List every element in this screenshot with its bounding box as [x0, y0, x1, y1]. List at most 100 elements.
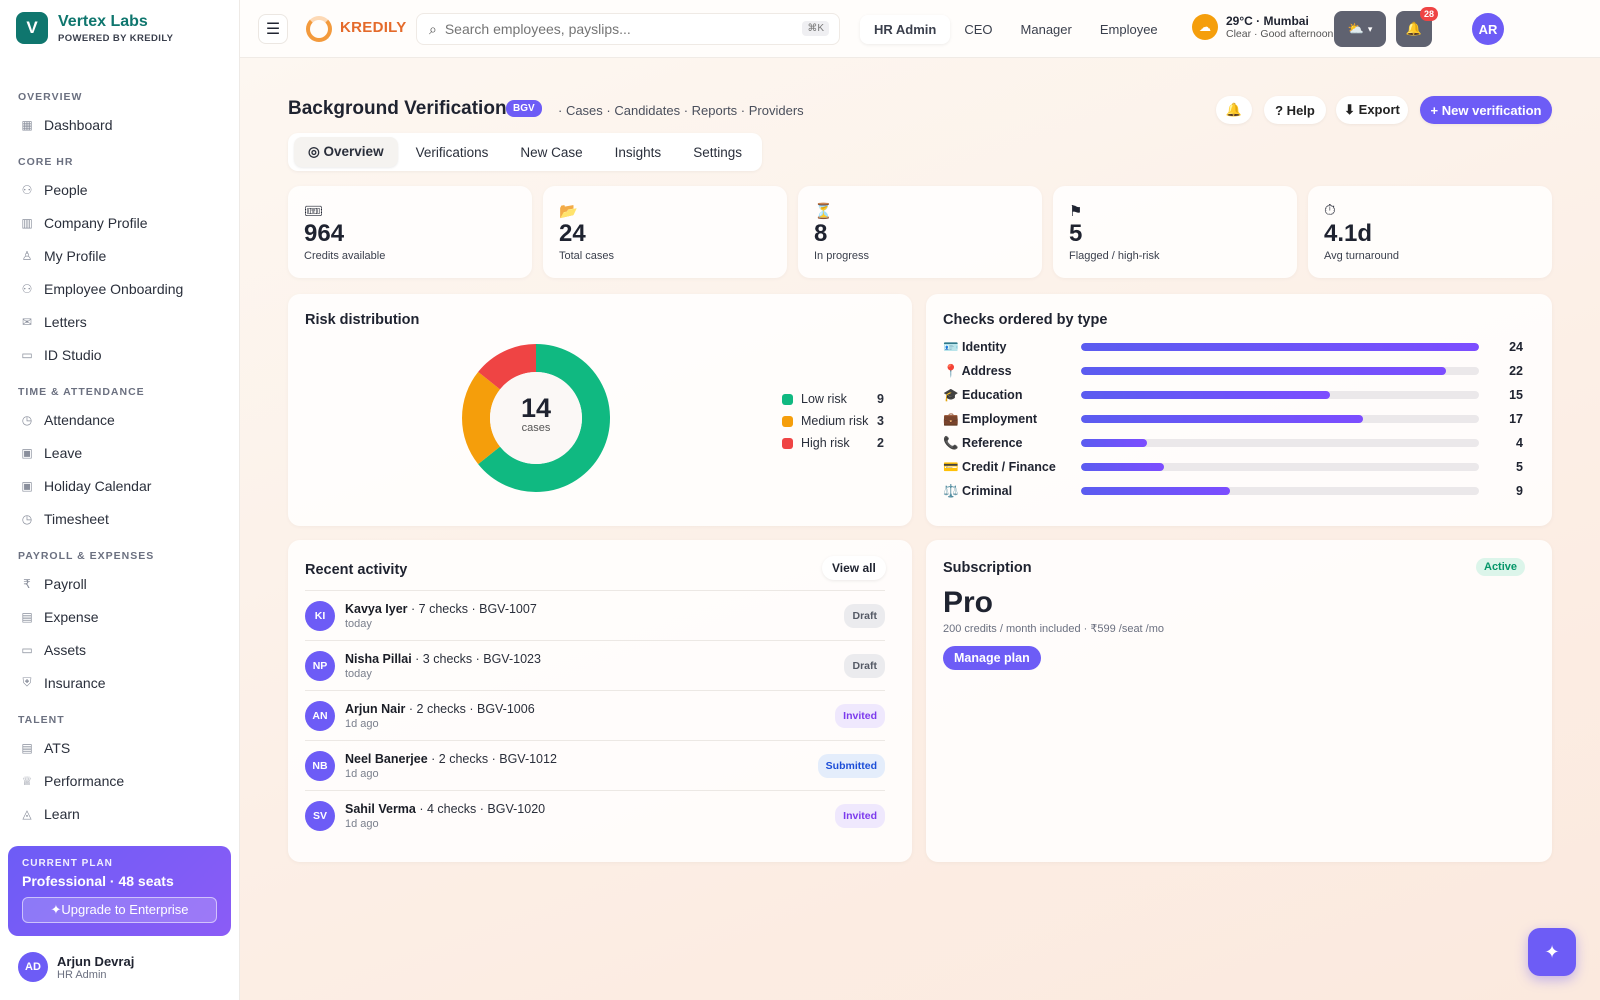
user-profile[interactable]: AD Arjun Devraj HR Admin: [18, 952, 134, 982]
stat-value: 5: [1069, 220, 1083, 247]
sidebar-item-dashboard[interactable]: ▦ Dashboard: [0, 108, 240, 141]
role-hr-admin[interactable]: HR Admin: [860, 14, 951, 44]
check-row: 💳 Credit / Finance 5: [943, 458, 1523, 476]
status-badge: Active: [1476, 558, 1526, 576]
legend-item: Medium risk 3: [782, 410, 884, 432]
current-plan-card: CURRENT PLAN Professional · 48 seats ✦Up…: [8, 846, 231, 936]
legend-label: Medium risk: [801, 414, 869, 428]
check-label: 💳 Credit / Finance: [943, 459, 1056, 474]
help-button[interactable]: ? Help: [1264, 96, 1326, 124]
risk-legend: Low risk 9 Medium risk 3 High risk 2: [782, 388, 884, 454]
menu-icon[interactable]: ☰: [258, 14, 288, 44]
candidate-name: Kavya Iyer: [345, 601, 408, 616]
legend-swatch: [782, 415, 793, 427]
clock-icon: ◷: [21, 412, 33, 427]
sidebar-item-employee-onboarding[interactable]: ⚇ Employee Onboarding: [0, 272, 240, 305]
check-bar-fill: [1080, 391, 1330, 399]
activity-row[interactable]: SV Sahil Verma · 4 checks · BGV-1020 1d ag…: [305, 790, 885, 840]
legend-item: High risk 2: [782, 432, 884, 454]
search-bar[interactable]: ⌕ ⌘K: [416, 13, 840, 45]
card-title: Risk distribution: [305, 312, 420, 328]
sidebar-item-label: Insurance: [44, 674, 106, 691]
activity-row[interactable]: NB Neel Banerjee · 2 checks · BGV-1012 1d …: [305, 740, 885, 790]
check-count: 24: [1509, 340, 1523, 354]
activity-row[interactable]: NP Nisha Pillai · 3 checks · BGV-1023 toda…: [305, 640, 885, 690]
sidebar-item-people[interactable]: ⚇ People: [0, 173, 240, 206]
activity-row[interactable]: AN Arjun Nair · 2 checks · BGV-1006 1d ago…: [305, 690, 885, 740]
legend-item: Low risk 9: [782, 388, 884, 410]
check-bar-track: [1080, 487, 1480, 495]
activity-time: today: [345, 617, 372, 630]
status-badge: Draft: [844, 603, 885, 628]
sidebar-item-id-studio[interactable]: ▭ ID Studio: [0, 338, 240, 371]
sidebar-item-performance[interactable]: ♕ Performance: [0, 764, 240, 797]
sidebar-item-ats[interactable]: ▤ ATS: [0, 731, 240, 764]
tab-2[interactable]: New Case: [520, 144, 583, 160]
role-employee[interactable]: Employee: [1099, 21, 1158, 37]
brand[interactable]: V Vertex Labs POWERED BY KREDILY: [16, 12, 173, 44]
export-button[interactable]: ⬇ Export: [1336, 96, 1408, 124]
tab-4[interactable]: Settings: [693, 144, 742, 160]
nav-section-title: PAYROLL & EXPENSES: [18, 550, 155, 562]
sidebar-item-label: People: [44, 181, 88, 198]
notifications-button[interactable]: 🔔 28: [1396, 7, 1438, 47]
donut-hole: [490, 372, 582, 464]
sidebar-item-payroll[interactable]: ₹ Payroll: [0, 567, 240, 600]
search-input[interactable]: [444, 21, 785, 37]
sidebar-item-label: Learn: [44, 805, 80, 822]
sidebar-item-my-profile[interactable]: ♙ My Profile: [0, 239, 240, 272]
assistant-sparkle-button[interactable]: ✦: [1528, 928, 1576, 976]
activity-text: Neel Banerjee · 2 checks · BGV-1012 1d ag…: [345, 752, 557, 780]
check-bar-fill: [1080, 439, 1147, 447]
sidebar-item-insurance[interactable]: ⛨ Insurance: [0, 666, 240, 699]
sidebar-item-assets[interactable]: ▭ Assets: [0, 633, 240, 666]
legend-value: 9: [877, 392, 884, 406]
sidebar-item-expense[interactable]: ▤ Expense: [0, 600, 240, 633]
tab-0[interactable]: ◎ Overview: [294, 137, 398, 167]
sun-cloud-icon: ⛅: [1347, 21, 1364, 36]
bell-button[interactable]: 🔔: [1216, 96, 1252, 124]
sidebar-item-label: Employee Onboarding: [44, 280, 184, 297]
stat-card: ⚑ 5 Flagged / high-risk: [1053, 186, 1297, 278]
role-manager[interactable]: Manager: [1020, 21, 1072, 37]
nav-section-title: TIME & ATTENDANCE: [18, 386, 145, 398]
stat-value: 24: [559, 220, 586, 247]
stat-label: Avg turnaround: [1324, 250, 1400, 262]
stat-label: Flagged / high-risk: [1069, 250, 1160, 262]
nav-section-title: OVERVIEW: [18, 91, 83, 103]
sidebar-item-attendance[interactable]: ◷ Attendance: [0, 403, 240, 436]
check-row: ⚖️ Criminal 9: [943, 482, 1523, 500]
stat-value: 8: [814, 220, 828, 247]
check-count: 22: [1509, 364, 1523, 378]
legend-swatch: [782, 393, 793, 405]
tab-1[interactable]: Verifications: [415, 144, 489, 160]
activity-row[interactable]: KI Kavya Iyer · 7 checks · BGV-1007 today D…: [305, 590, 885, 640]
role-ceo[interactable]: CEO: [964, 21, 993, 37]
sidebar-item-company-profile[interactable]: ▥ Company Profile: [0, 206, 240, 239]
sidebar-item-timesheet[interactable]: ◷ Timesheet: [0, 502, 240, 535]
nav-section-title: TALENT: [18, 714, 65, 726]
check-bar-fill: [1080, 367, 1446, 375]
legend-label: Low risk: [801, 392, 847, 406]
view-all-button[interactable]: View all: [822, 556, 886, 580]
activity-title: Sahil Verma · 4 checks · BGV-1020: [345, 802, 545, 816]
candidate-name: Nisha Pillai: [345, 651, 412, 666]
upgrade-button[interactable]: ✦Upgrade to Enterprise: [22, 897, 217, 923]
page-badge: BGV: [506, 100, 542, 117]
sidebar-item-letters[interactable]: ✉ Letters: [0, 305, 240, 338]
sidebar-item-pay-xp[interactable]: ◈Pay & XP: [0, 830, 240, 838]
manage-plan-button[interactable]: Manage plan: [943, 646, 1041, 670]
stat-card: ⏳ 8 In progress: [798, 186, 1042, 278]
activity-time: 1d ago: [345, 717, 379, 730]
new-verification-button[interactable]: + New verification: [1420, 96, 1552, 124]
sidebar-item-label: Company Profile: [44, 214, 148, 231]
user-avatar[interactable]: AR: [1472, 13, 1504, 45]
page-title: Background Verification: [288, 98, 507, 119]
sidebar-item-holiday-calendar[interactable]: ▣ Holiday Calendar: [0, 469, 240, 502]
theme-dropdown-button[interactable]: ⛅ ▾: [1334, 11, 1386, 47]
grid-icon: ▦: [21, 117, 33, 132]
sidebar-item-leave[interactable]: ▣ Leave: [0, 436, 240, 469]
sidebar-item-learn[interactable]: ◬ Learn: [0, 797, 240, 830]
role-switcher: HR Admin CEO Manager Employee: [860, 14, 1172, 44]
tab-3[interactable]: Insights: [614, 144, 662, 160]
